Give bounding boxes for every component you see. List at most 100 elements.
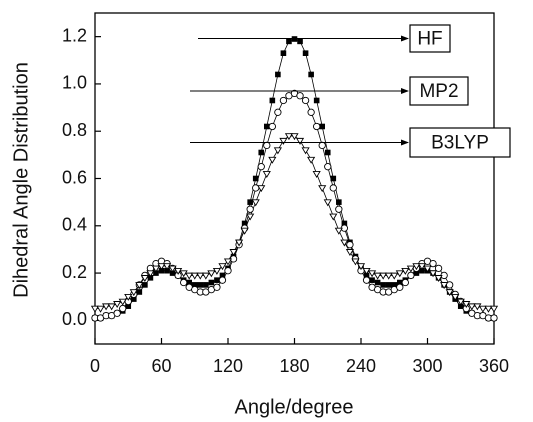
- marker: [286, 38, 292, 45]
- marker: [318, 141, 326, 150]
- x-tick-label: 60: [151, 356, 171, 376]
- marker: [180, 278, 188, 287]
- marker: [113, 301, 122, 308]
- marker: [329, 184, 337, 192]
- marker: [302, 50, 309, 56]
- marker: [169, 270, 176, 276]
- marker: [362, 267, 371, 275]
- marker: [142, 282, 148, 288]
- marker: [140, 275, 149, 282]
- marker: [234, 239, 244, 247]
- x-tick-label: 300: [412, 356, 442, 376]
- marker: [429, 259, 437, 268]
- marker: [363, 272, 370, 279]
- marker: [136, 289, 143, 295]
- marker: [307, 108, 315, 116]
- marker: [396, 279, 403, 286]
- marker: [373, 272, 382, 280]
- marker: [164, 267, 170, 274]
- marker: [229, 249, 238, 256]
- marker: [269, 97, 276, 104]
- marker: [346, 241, 354, 249]
- annotation-box: [409, 127, 511, 158]
- marker: [390, 272, 399, 280]
- marker: [445, 289, 454, 297]
- marker: [124, 293, 133, 301]
- marker: [101, 303, 111, 311]
- marker: [291, 36, 298, 42]
- marker: [313, 97, 320, 104]
- marker: [434, 275, 443, 282]
- y-axis-title: Dihedral Angle Distribution: [10, 62, 32, 298]
- marker: [440, 282, 449, 290]
- marker: [279, 137, 288, 145]
- marker: [179, 270, 188, 278]
- marker: [423, 265, 432, 273]
- marker: [335, 205, 343, 213]
- marker: [279, 96, 288, 105]
- marker: [257, 185, 266, 193]
- marker: [324, 163, 332, 171]
- marker: [419, 267, 425, 274]
- marker: [146, 270, 155, 278]
- marker: [296, 92, 304, 100]
- marker: [241, 220, 248, 227]
- y-tick-label: 0.4: [62, 215, 87, 235]
- x-axis-title: Angle/degree: [235, 396, 354, 418]
- marker: [457, 303, 464, 309]
- marker: [207, 270, 216, 278]
- marker: [345, 249, 355, 256]
- marker: [168, 265, 177, 273]
- marker: [308, 71, 314, 78]
- annotation-arrowhead: [401, 88, 409, 94]
- marker: [391, 282, 398, 288]
- marker: [428, 270, 438, 278]
- marker: [478, 305, 488, 313]
- marker: [96, 305, 105, 313]
- series-line: [95, 92, 494, 319]
- marker: [275, 71, 281, 78]
- marker: [113, 309, 121, 317]
- marker: [263, 123, 270, 130]
- marker: [190, 272, 199, 280]
- x-tick-label: 180: [279, 356, 309, 376]
- marker: [191, 282, 198, 288]
- y-tick-label: 0.8: [62, 120, 87, 140]
- marker: [330, 175, 337, 182]
- marker: [201, 272, 210, 280]
- marker: [218, 263, 227, 271]
- marker: [214, 277, 220, 283]
- marker: [462, 301, 471, 308]
- marker: [297, 38, 303, 45]
- marker: [473, 303, 482, 311]
- marker: [401, 267, 410, 275]
- marker: [313, 122, 321, 131]
- y-tick-label: 1.2: [62, 25, 87, 45]
- marker: [318, 185, 327, 193]
- marker: [319, 123, 326, 130]
- marker: [196, 272, 205, 280]
- marker: [336, 199, 342, 205]
- marker: [385, 282, 392, 288]
- marker: [263, 141, 271, 150]
- marker: [384, 272, 393, 280]
- marker: [434, 264, 443, 272]
- marker: [290, 133, 299, 141]
- marker: [312, 171, 321, 178]
- marker: [268, 122, 276, 131]
- marker: [379, 272, 388, 280]
- marker: [258, 149, 265, 156]
- marker: [329, 213, 338, 221]
- marker: [174, 267, 183, 275]
- y-tick-label: 1.0: [62, 73, 87, 93]
- marker: [374, 279, 381, 286]
- annotation-box: [409, 24, 451, 53]
- marker: [90, 305, 100, 313]
- marker: [240, 227, 249, 235]
- marker: [212, 267, 222, 275]
- marker: [413, 270, 420, 276]
- marker: [280, 50, 287, 56]
- marker: [301, 147, 310, 155]
- marker: [323, 199, 332, 207]
